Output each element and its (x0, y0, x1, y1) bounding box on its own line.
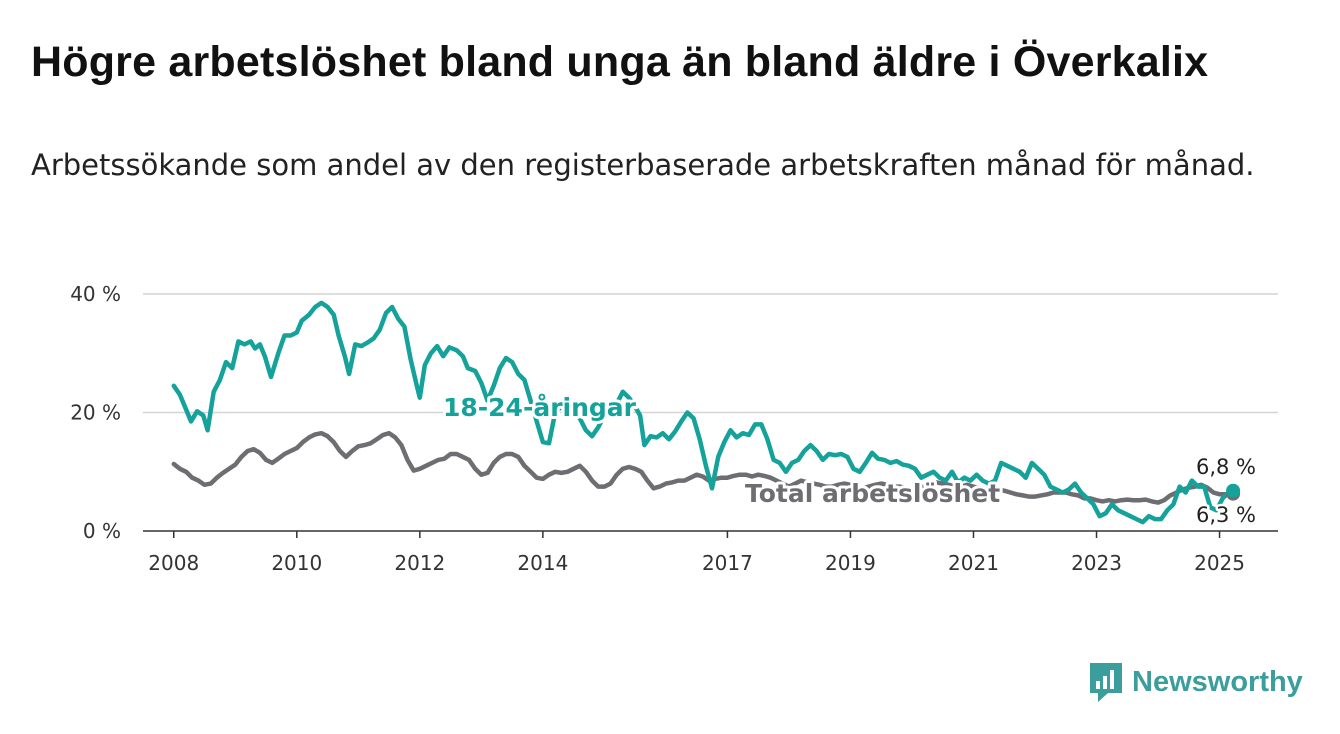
x-tick-label: 2019 (825, 551, 876, 575)
x-tick-label: 2025 (1194, 551, 1245, 575)
series-label-total: Total arbetslöshet (745, 479, 1000, 508)
x-tick-label: 2014 (517, 551, 568, 575)
y-tick-label: 20 % (70, 401, 121, 425)
y-tick-label: 40 % (70, 282, 121, 306)
end-label-18-24: 6,8 % (1196, 455, 1256, 479)
series-label-18-24: 18-24-åringar (443, 393, 637, 422)
newsworthy-logo-icon (1090, 663, 1122, 702)
chart-subtitle: Arbetssökande som andel av den registerb… (31, 148, 1255, 182)
brand-name: Newsworthy (1132, 665, 1303, 698)
x-tick-label: 2010 (271, 551, 322, 575)
chart-title: Högre arbetslöshet bland unga än bland ä… (31, 38, 1209, 86)
end-marker-18-24 (1226, 483, 1241, 498)
x-tick-label: 2021 (948, 551, 999, 575)
y-tick-label: 0 % (83, 519, 121, 543)
x-tick-label: 2023 (1071, 551, 1122, 575)
series-line-18-24 (171, 300, 1236, 525)
brand-logo: Newsworthy (1088, 660, 1303, 704)
x-tick-label: 2008 (148, 551, 199, 575)
end-label-total: 6,3 % (1196, 503, 1256, 527)
series-line-total (171, 430, 1236, 505)
x-tick-label: 2017 (702, 551, 753, 575)
line-chart: 0 % 20 % 40 % 2008 2010 2012 2014 2017 2019 2021 2… (70, 282, 1278, 575)
x-tick-label: 2012 (394, 551, 445, 575)
